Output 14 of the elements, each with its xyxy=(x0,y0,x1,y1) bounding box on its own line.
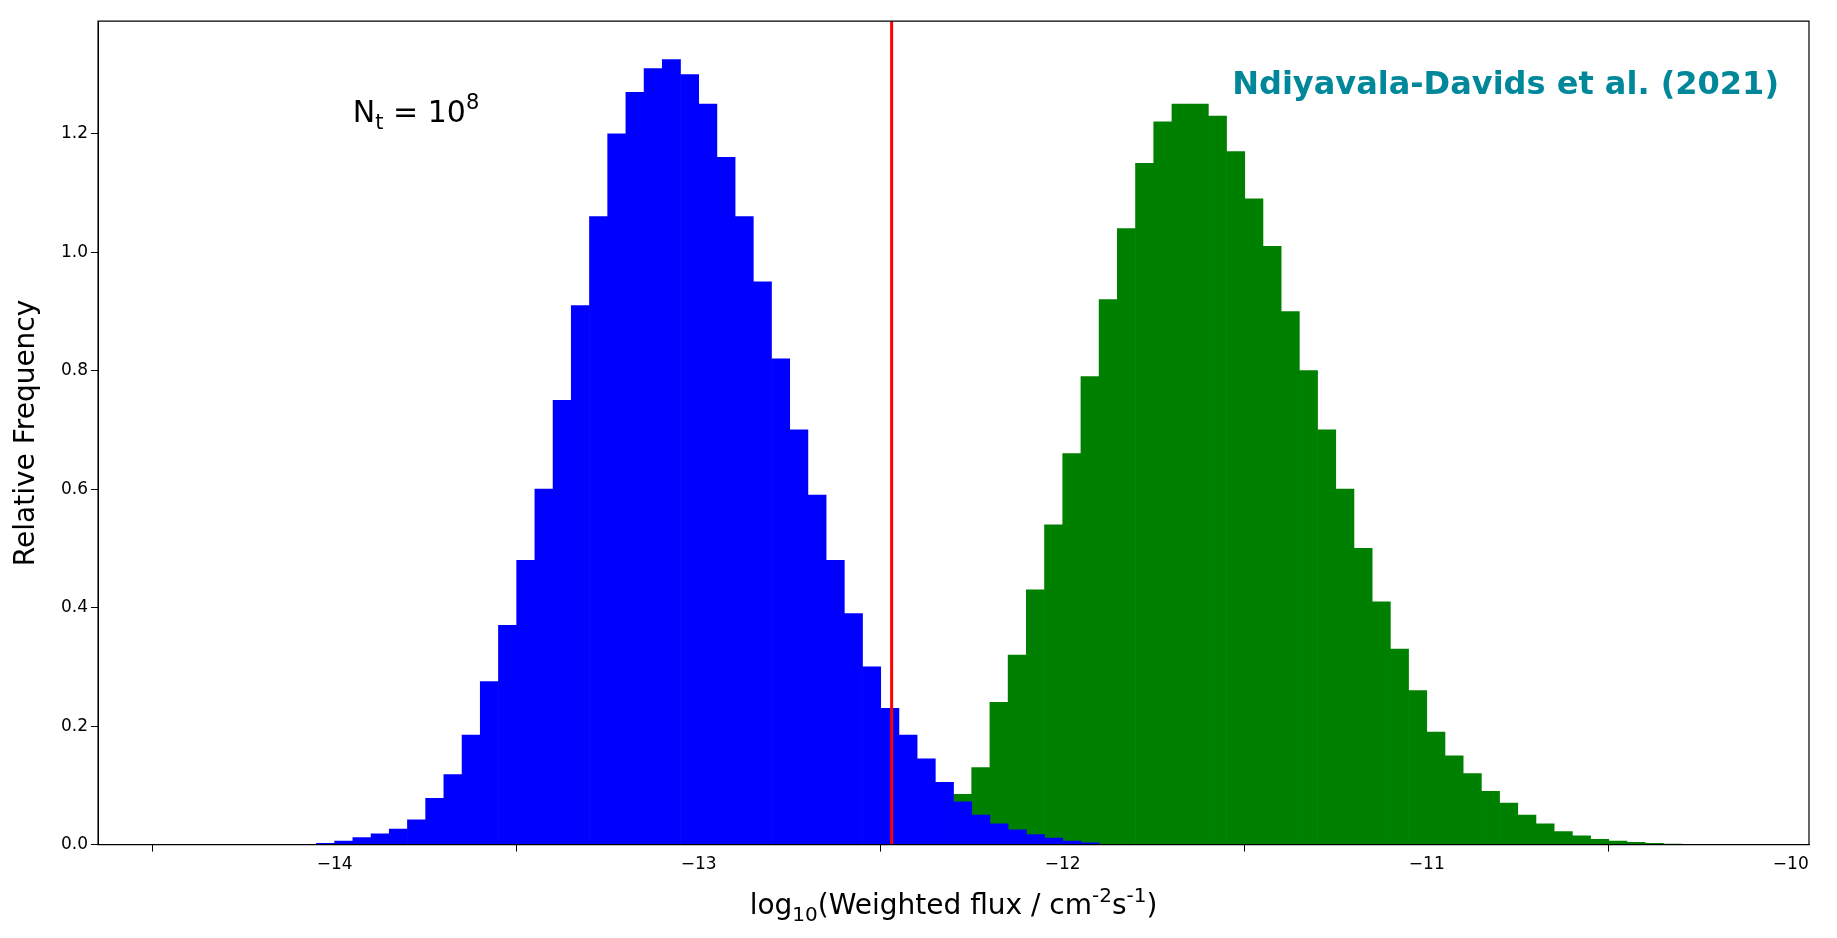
y-axis-title: Relative Frequency xyxy=(8,299,41,567)
y-tick-label: 1.0 xyxy=(60,240,89,261)
x-tick-label: −10 xyxy=(1772,853,1809,874)
x-tick-label: −13 xyxy=(680,853,717,874)
x-tick-label: −14 xyxy=(316,853,353,874)
annotation: Ndiyavala-Davids et al. (2021) xyxy=(1232,64,1779,103)
y-tick-label: 0.2 xyxy=(60,714,89,735)
x-tick-label: −11 xyxy=(1408,853,1445,874)
y-tick-label: 0.8 xyxy=(60,359,89,380)
y-tick-label: 1.2 xyxy=(60,122,89,143)
y-tick-label: 0.0 xyxy=(60,833,89,854)
y-tick-label: 0.6 xyxy=(60,477,89,498)
y-tick-label: 0.4 xyxy=(60,596,89,617)
x-tick-label: −12 xyxy=(1044,853,1081,874)
